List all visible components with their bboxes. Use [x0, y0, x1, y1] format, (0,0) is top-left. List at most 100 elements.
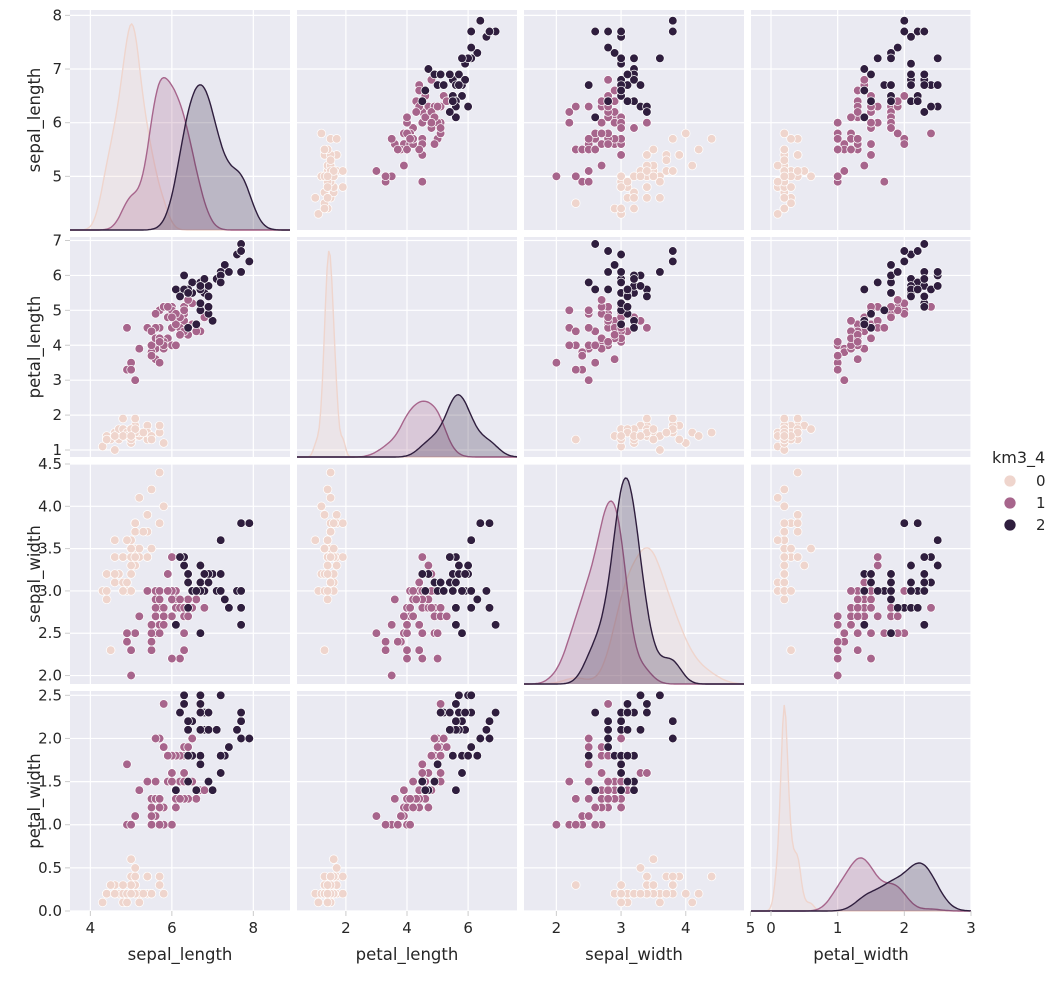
data-point [195, 281, 206, 291]
data-point [203, 577, 214, 588]
data-point [839, 375, 849, 385]
data-point [833, 171, 843, 181]
data-point [846, 620, 856, 630]
data-point [786, 645, 796, 655]
data-point [886, 594, 896, 605]
data-point [484, 603, 495, 613]
y-tick-label: 4.5 [38, 455, 62, 473]
data-point [167, 820, 177, 830]
kde-fill-0 [524, 547, 744, 684]
data-point [138, 427, 148, 438]
data-point [183, 716, 193, 726]
data-point [187, 733, 197, 744]
data-point [603, 794, 613, 804]
data-point [616, 249, 626, 260]
data-point [551, 171, 562, 181]
data-point [167, 594, 177, 605]
data-point [779, 155, 789, 165]
data-point [584, 323, 594, 333]
data-point [859, 620, 869, 630]
data-point [332, 863, 342, 873]
data-point [642, 182, 652, 192]
data-point [216, 277, 226, 288]
data-point [584, 759, 594, 769]
data-point [420, 785, 430, 795]
data-point [138, 527, 148, 537]
data-point [564, 776, 574, 787]
y-tick-label: 5 [52, 167, 62, 185]
data-point [590, 340, 600, 350]
data-point [642, 193, 652, 203]
data-point [393, 637, 403, 647]
data-point [622, 284, 633, 295]
data-point [839, 166, 849, 176]
data-point [134, 344, 144, 354]
data-point [463, 751, 473, 761]
data-point [154, 871, 165, 882]
data-point [167, 768, 177, 778]
data-point [584, 751, 594, 761]
data-point [571, 326, 581, 336]
data-point [195, 707, 206, 718]
data-point [175, 291, 185, 302]
data-point [919, 291, 929, 302]
data-point [655, 690, 665, 700]
data-point [322, 484, 333, 495]
y-tick-label: 5 [52, 301, 62, 319]
data-point [773, 535, 783, 545]
data-point [642, 413, 652, 424]
data-point [590, 785, 600, 795]
data-point [616, 319, 626, 329]
data-point [146, 351, 157, 361]
data-point [899, 91, 909, 101]
y-axis-label: petal_width [25, 753, 45, 849]
data-point [481, 725, 492, 735]
data-point [405, 603, 415, 613]
data-point [886, 53, 896, 63]
data-point [833, 637, 843, 647]
data-point [457, 768, 467, 778]
data-point [616, 716, 626, 726]
data-point [873, 560, 883, 571]
data-point [859, 284, 869, 295]
data-point [154, 794, 165, 804]
data-point [203, 776, 214, 787]
data-point [126, 854, 136, 864]
data-point [616, 26, 626, 37]
data-point [642, 768, 652, 778]
data-point [584, 277, 594, 288]
data-point [439, 586, 449, 596]
kde-fill-2 [524, 478, 744, 684]
data-point [380, 171, 391, 181]
data-point [110, 535, 120, 545]
data-point [629, 75, 639, 85]
data-point [126, 670, 136, 681]
data-point [451, 603, 461, 613]
data-point [195, 699, 206, 709]
data-point [102, 434, 112, 445]
data-point [609, 354, 620, 364]
data-point [191, 319, 201, 329]
data-point [590, 284, 600, 295]
data-point [661, 889, 672, 899]
data-point [322, 569, 333, 579]
data-point [126, 645, 136, 655]
y-tick-label: 4.0 [38, 497, 62, 515]
data-point [833, 351, 843, 361]
data-point [694, 144, 704, 155]
data-point [142, 871, 153, 882]
data-point [793, 527, 803, 537]
data-point [475, 733, 485, 744]
data-point [893, 295, 903, 305]
x-tick-label: 6 [167, 919, 177, 937]
data-point [154, 420, 165, 431]
data-point [616, 123, 626, 133]
data-point [414, 577, 424, 588]
data-point [146, 811, 157, 821]
data-point [668, 16, 678, 26]
data-point [175, 794, 185, 804]
data-point [126, 569, 136, 579]
data-point [429, 733, 440, 744]
data-point [97, 897, 108, 908]
data-point [325, 871, 336, 882]
